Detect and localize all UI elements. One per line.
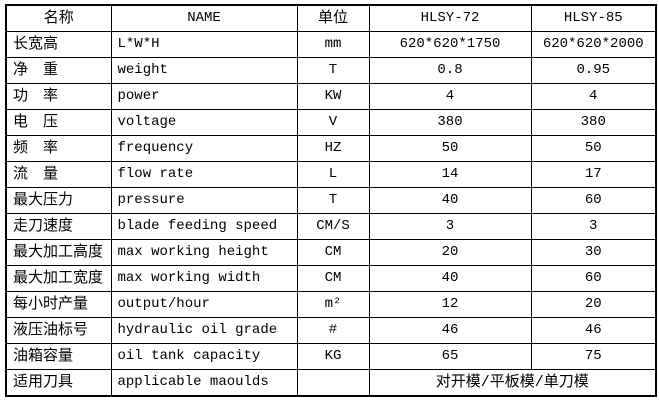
header-row: 名称 NAME 单位 HLSY-72 HLSY-85	[5, 4, 657, 32]
table-row-applicable-moulds: 适用刀具 applicable maoulds 对开模/平板模/单刀模	[5, 369, 657, 397]
table-row-voltage: 电 压 voltage V 380 380	[5, 109, 657, 136]
row-value-hlsy-72: 0.8	[368, 57, 532, 84]
row-label-en: weight	[110, 57, 298, 84]
row-label-cn: 流 量	[5, 161, 112, 188]
row-label-cn: 最大压力	[5, 187, 112, 214]
row-value-merged-moulds: 对开模/平板模/单刀模	[368, 369, 657, 397]
row-value-hlsy-85: 75	[530, 343, 657, 370]
row-value-hlsy-72: 50	[368, 135, 532, 162]
row-unit: CM	[296, 239, 370, 266]
table-row-blade-feeding-speed: 走刀速度 blade feeding speed CM/S 3 3	[5, 213, 657, 240]
table-row-max-working-width: 最大加工宽度 max working width CM 40 60	[5, 265, 657, 292]
row-value-hlsy-85: 620*620*2000	[530, 31, 657, 58]
row-value-hlsy-85: 60	[530, 187, 657, 214]
row-value-hlsy-85: 50	[530, 135, 657, 162]
row-label-cn: 走刀速度	[5, 213, 112, 240]
column-header-name-cn: 名称	[5, 4, 112, 32]
table-row-power: 功 率 power KW 4 4	[5, 83, 657, 110]
row-label-en: flow rate	[110, 161, 298, 188]
row-label-en: oil tank capacity	[110, 343, 298, 370]
row-label-cn: 适用刀具	[5, 369, 112, 397]
row-label-en: hydraulic oil grade	[110, 317, 298, 344]
row-label-en: pressure	[110, 187, 298, 214]
table-row-output-per-hour: 每小时产量 output/hour m² 12 20	[5, 291, 657, 318]
row-value-hlsy-85: 46	[530, 317, 657, 344]
column-header-model-hlsy-85: HLSY-85	[530, 4, 657, 32]
row-label-cn: 净 重	[5, 57, 112, 84]
row-label-en: max working height	[110, 239, 298, 266]
column-header-model-hlsy-72: HLSY-72	[368, 4, 532, 32]
table-row-dimensions: 长宽高 L*W*H mm 620*620*1750 620*620*2000	[5, 31, 657, 58]
row-label-en: frequency	[110, 135, 298, 162]
row-value-hlsy-72: 40	[368, 265, 532, 292]
row-label-cn: 电 压	[5, 109, 112, 136]
row-unit: HZ	[296, 135, 370, 162]
row-unit: T	[296, 187, 370, 214]
row-unit: CM/S	[296, 213, 370, 240]
table-row-pressure: 最大压力 pressure T 40 60	[5, 187, 657, 214]
table-row-flow-rate: 流 量 flow rate L 14 17	[5, 161, 657, 188]
row-label-en: voltage	[110, 109, 298, 136]
row-unit: m²	[296, 291, 370, 318]
row-unit: CM	[296, 265, 370, 292]
row-unit: KW	[296, 83, 370, 110]
row-value-hlsy-72: 12	[368, 291, 532, 318]
table-row-frequency: 频 率 frequency HZ 50 50	[5, 135, 657, 162]
column-header-name-en: NAME	[110, 4, 298, 32]
table-row-hydraulic-oil-grade: 液压油标号 hydraulic oil grade # 46 46	[5, 317, 657, 344]
row-value-hlsy-85: 17	[530, 161, 657, 188]
row-value-hlsy-85: 30	[530, 239, 657, 266]
row-value-hlsy-85: 3	[530, 213, 657, 240]
row-value-hlsy-72: 3	[368, 213, 532, 240]
row-value-hlsy-72: 380	[368, 109, 532, 136]
row-unit: T	[296, 57, 370, 84]
row-label-en: max working width	[110, 265, 298, 292]
table-row-oil-tank-capacity: 油箱容量 oil tank capacity KG 65 75	[5, 343, 657, 370]
row-unit: KG	[296, 343, 370, 370]
row-unit: V	[296, 109, 370, 136]
row-label-cn: 功 率	[5, 83, 112, 110]
row-value-hlsy-85: 20	[530, 291, 657, 318]
spec-table-body: 长宽高 L*W*H mm 620*620*1750 620*620*2000 净…	[5, 31, 657, 397]
row-label-cn: 最大加工宽度	[5, 265, 112, 292]
row-label-cn: 频 率	[5, 135, 112, 162]
row-unit: #	[296, 317, 370, 344]
row-unit: L	[296, 161, 370, 188]
row-value-hlsy-72: 4	[368, 83, 532, 110]
row-label-en: output/hour	[110, 291, 298, 318]
row-value-hlsy-72: 46	[368, 317, 532, 344]
row-label-cn: 最大加工高度	[5, 239, 112, 266]
row-unit: mm	[296, 31, 370, 58]
table-row-weight: 净 重 weight T 0.8 0.95	[5, 57, 657, 84]
row-value-hlsy-72: 620*620*1750	[368, 31, 532, 58]
row-label-en: power	[110, 83, 298, 110]
table-row-max-working-height: 最大加工高度 max working height CM 20 30	[5, 239, 657, 266]
row-label-cn: 油箱容量	[5, 343, 112, 370]
row-value-hlsy-72: 40	[368, 187, 532, 214]
row-value-hlsy-85: 4	[530, 83, 657, 110]
row-label-cn: 长宽高	[5, 31, 112, 58]
spec-sheet-page: 名称 NAME 单位 HLSY-72 HLSY-85 长宽高 L*W*H mm …	[5, 4, 657, 397]
row-label-en: blade feeding speed	[110, 213, 298, 240]
row-value-hlsy-72: 20	[368, 239, 532, 266]
row-value-hlsy-72: 14	[368, 161, 532, 188]
row-label-cn: 每小时产量	[5, 291, 112, 318]
row-value-hlsy-72: 65	[368, 343, 532, 370]
row-value-hlsy-85: 60	[530, 265, 657, 292]
row-value-hlsy-85: 380	[530, 109, 657, 136]
row-label-cn: 液压油标号	[5, 317, 112, 344]
row-unit-empty	[296, 369, 370, 397]
row-label-en: applicable maoulds	[110, 369, 298, 397]
product-spec-table: 名称 NAME 单位 HLSY-72 HLSY-85 长宽高 L*W*H mm …	[5, 4, 657, 397]
column-header-unit: 单位	[296, 4, 370, 32]
row-value-hlsy-85: 0.95	[530, 57, 657, 84]
row-label-en: L*W*H	[110, 31, 298, 58]
